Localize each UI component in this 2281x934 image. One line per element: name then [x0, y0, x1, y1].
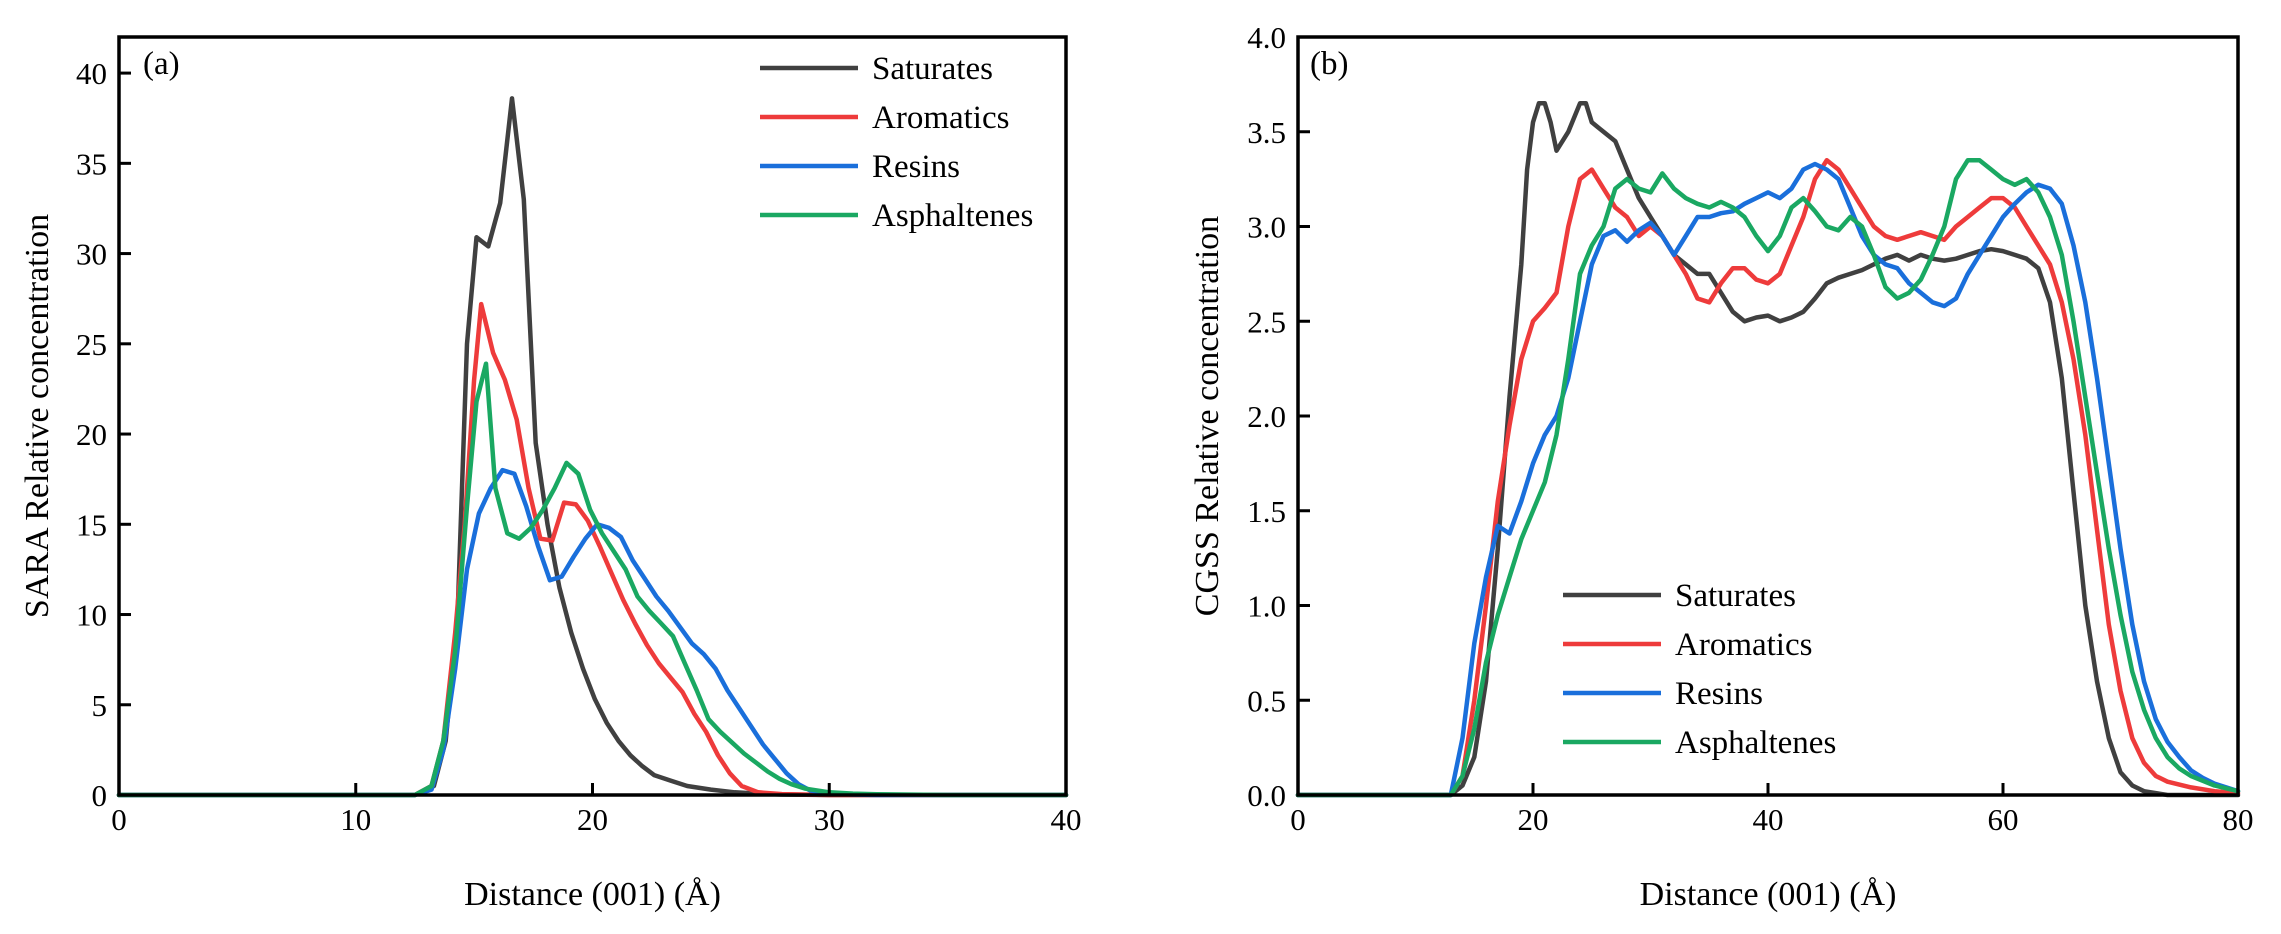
panel-b-series-aromatics-line	[1295, 157, 2241, 798]
panel-b-y-tick-label: 0.5	[1247, 683, 1286, 718]
panel-b-x-tick-label: 60	[1988, 802, 2019, 837]
panel-a-y-tick-label: 15	[76, 507, 107, 542]
panel-a-y-axis-title: SARA Relative concentration	[19, 214, 56, 618]
panel-b-y-tick-label: 2.5	[1247, 304, 1286, 339]
panel-b-x-tick-label: 80	[2223, 802, 2254, 837]
panel-b-legend-label-aromatics: Aromatics	[1675, 627, 1812, 663]
panel-b-y-tick-label: 4.0	[1247, 20, 1286, 55]
panel-b-x-axis-title: Distance (001) (Å)	[1640, 876, 1897, 913]
panel-b-x-tick-label: 0	[1290, 802, 1306, 837]
panel-a-legend-label-aromatics: Aromatics	[872, 100, 1009, 136]
panel-a-legend-label-asphaltenes: Asphaltenes	[872, 198, 1033, 234]
panel-b-x-tick-label: 40	[1753, 802, 1784, 837]
panel-b-legend: Saturates Aromatics Resins Asphaltenes	[1563, 578, 1836, 761]
panel-b-y-tick-label: 1.5	[1247, 494, 1286, 529]
panel-a-x-tick-label: 10	[340, 802, 371, 837]
panel-a-x-tick-label: 30	[814, 802, 845, 837]
panel-b-y-axis-title: CGSS Relative concentration	[1189, 216, 1226, 616]
panel-a-series-saturates-line	[116, 96, 1069, 798]
panel-a-y-tick-label: 30	[76, 237, 107, 272]
panel-a-series-asphaltenes-line	[116, 361, 1069, 798]
panel-a-series-aromatics-line	[116, 301, 1069, 798]
panel-a-x-tick-label: 20	[577, 802, 608, 837]
panel-b-y-tick-label: 3.0	[1247, 210, 1286, 245]
panel-b-legend-label-saturates: Saturates	[1675, 578, 1796, 614]
panel-a-y-tick-label: 10	[76, 598, 107, 633]
panel-a-series-resins-line	[116, 467, 1069, 798]
panel-b-series-saturates-line	[1295, 101, 2241, 798]
panel-b-series-resins-line	[1295, 161, 2241, 798]
panel-a-series-layer	[116, 96, 1069, 798]
panel-a-y-tick-label: 35	[76, 146, 107, 181]
panel-a-legend: Saturates Aromatics Resins Asphaltenes	[760, 51, 1033, 234]
panel-b-ticks: 0 20 40 60 80 0.0 0.5 1.0 1.5 2.0 2.5 3.0 3.5 4.0	[1247, 20, 2253, 837]
panel-a-x-tick-label: 40	[1051, 802, 1082, 837]
panel-b-label: (b)	[1310, 46, 1348, 82]
panel-a-chart: 0 10 20 30 40 0 5 10 15 20 25 30 35 40 (a) Distance (…	[19, 35, 1082, 913]
panel-a-y-tick-label: 20	[76, 417, 107, 452]
panel-b-chart: 0 20 40 60 80 0.0 0.5 1.0 1.5 2.0 2.5 3.0 3.5 4.0 (b)…	[1189, 20, 2254, 913]
panel-a-ticks: 0 10 20 30 40 0 5 10 15 20 25 30 35 40	[76, 56, 1082, 837]
panel-a-legend-label-resins: Resins	[872, 149, 960, 185]
panel-a-x-axis-title: Distance (001) (Å)	[464, 876, 721, 913]
panel-b-x-tick-label: 20	[1518, 802, 1549, 837]
panel-b-y-tick-label: 2.0	[1247, 399, 1286, 434]
panel-a-y-tick-label: 0	[92, 778, 108, 813]
panel-b-series-layer	[1295, 101, 2241, 798]
panel-a-y-tick-label: 25	[76, 327, 107, 362]
panel-a-legend-label-saturates: Saturates	[872, 51, 993, 87]
panel-a-y-tick-label: 40	[76, 56, 107, 91]
panel-a-y-tick-label: 5	[92, 688, 108, 723]
panel-b-y-tick-label: 0.0	[1247, 778, 1286, 813]
panel-a-x-tick-label: 0	[111, 802, 127, 837]
panel-b-legend-label-resins: Resins	[1675, 676, 1763, 712]
panel-a-label: (a)	[143, 46, 180, 82]
panel-b-y-tick-label: 1.0	[1247, 589, 1286, 624]
panel-b-series-asphaltenes-line	[1295, 157, 2241, 798]
panel-b-y-tick-label: 3.5	[1247, 115, 1286, 150]
panel-b-legend-label-asphaltenes: Asphaltenes	[1675, 725, 1836, 761]
